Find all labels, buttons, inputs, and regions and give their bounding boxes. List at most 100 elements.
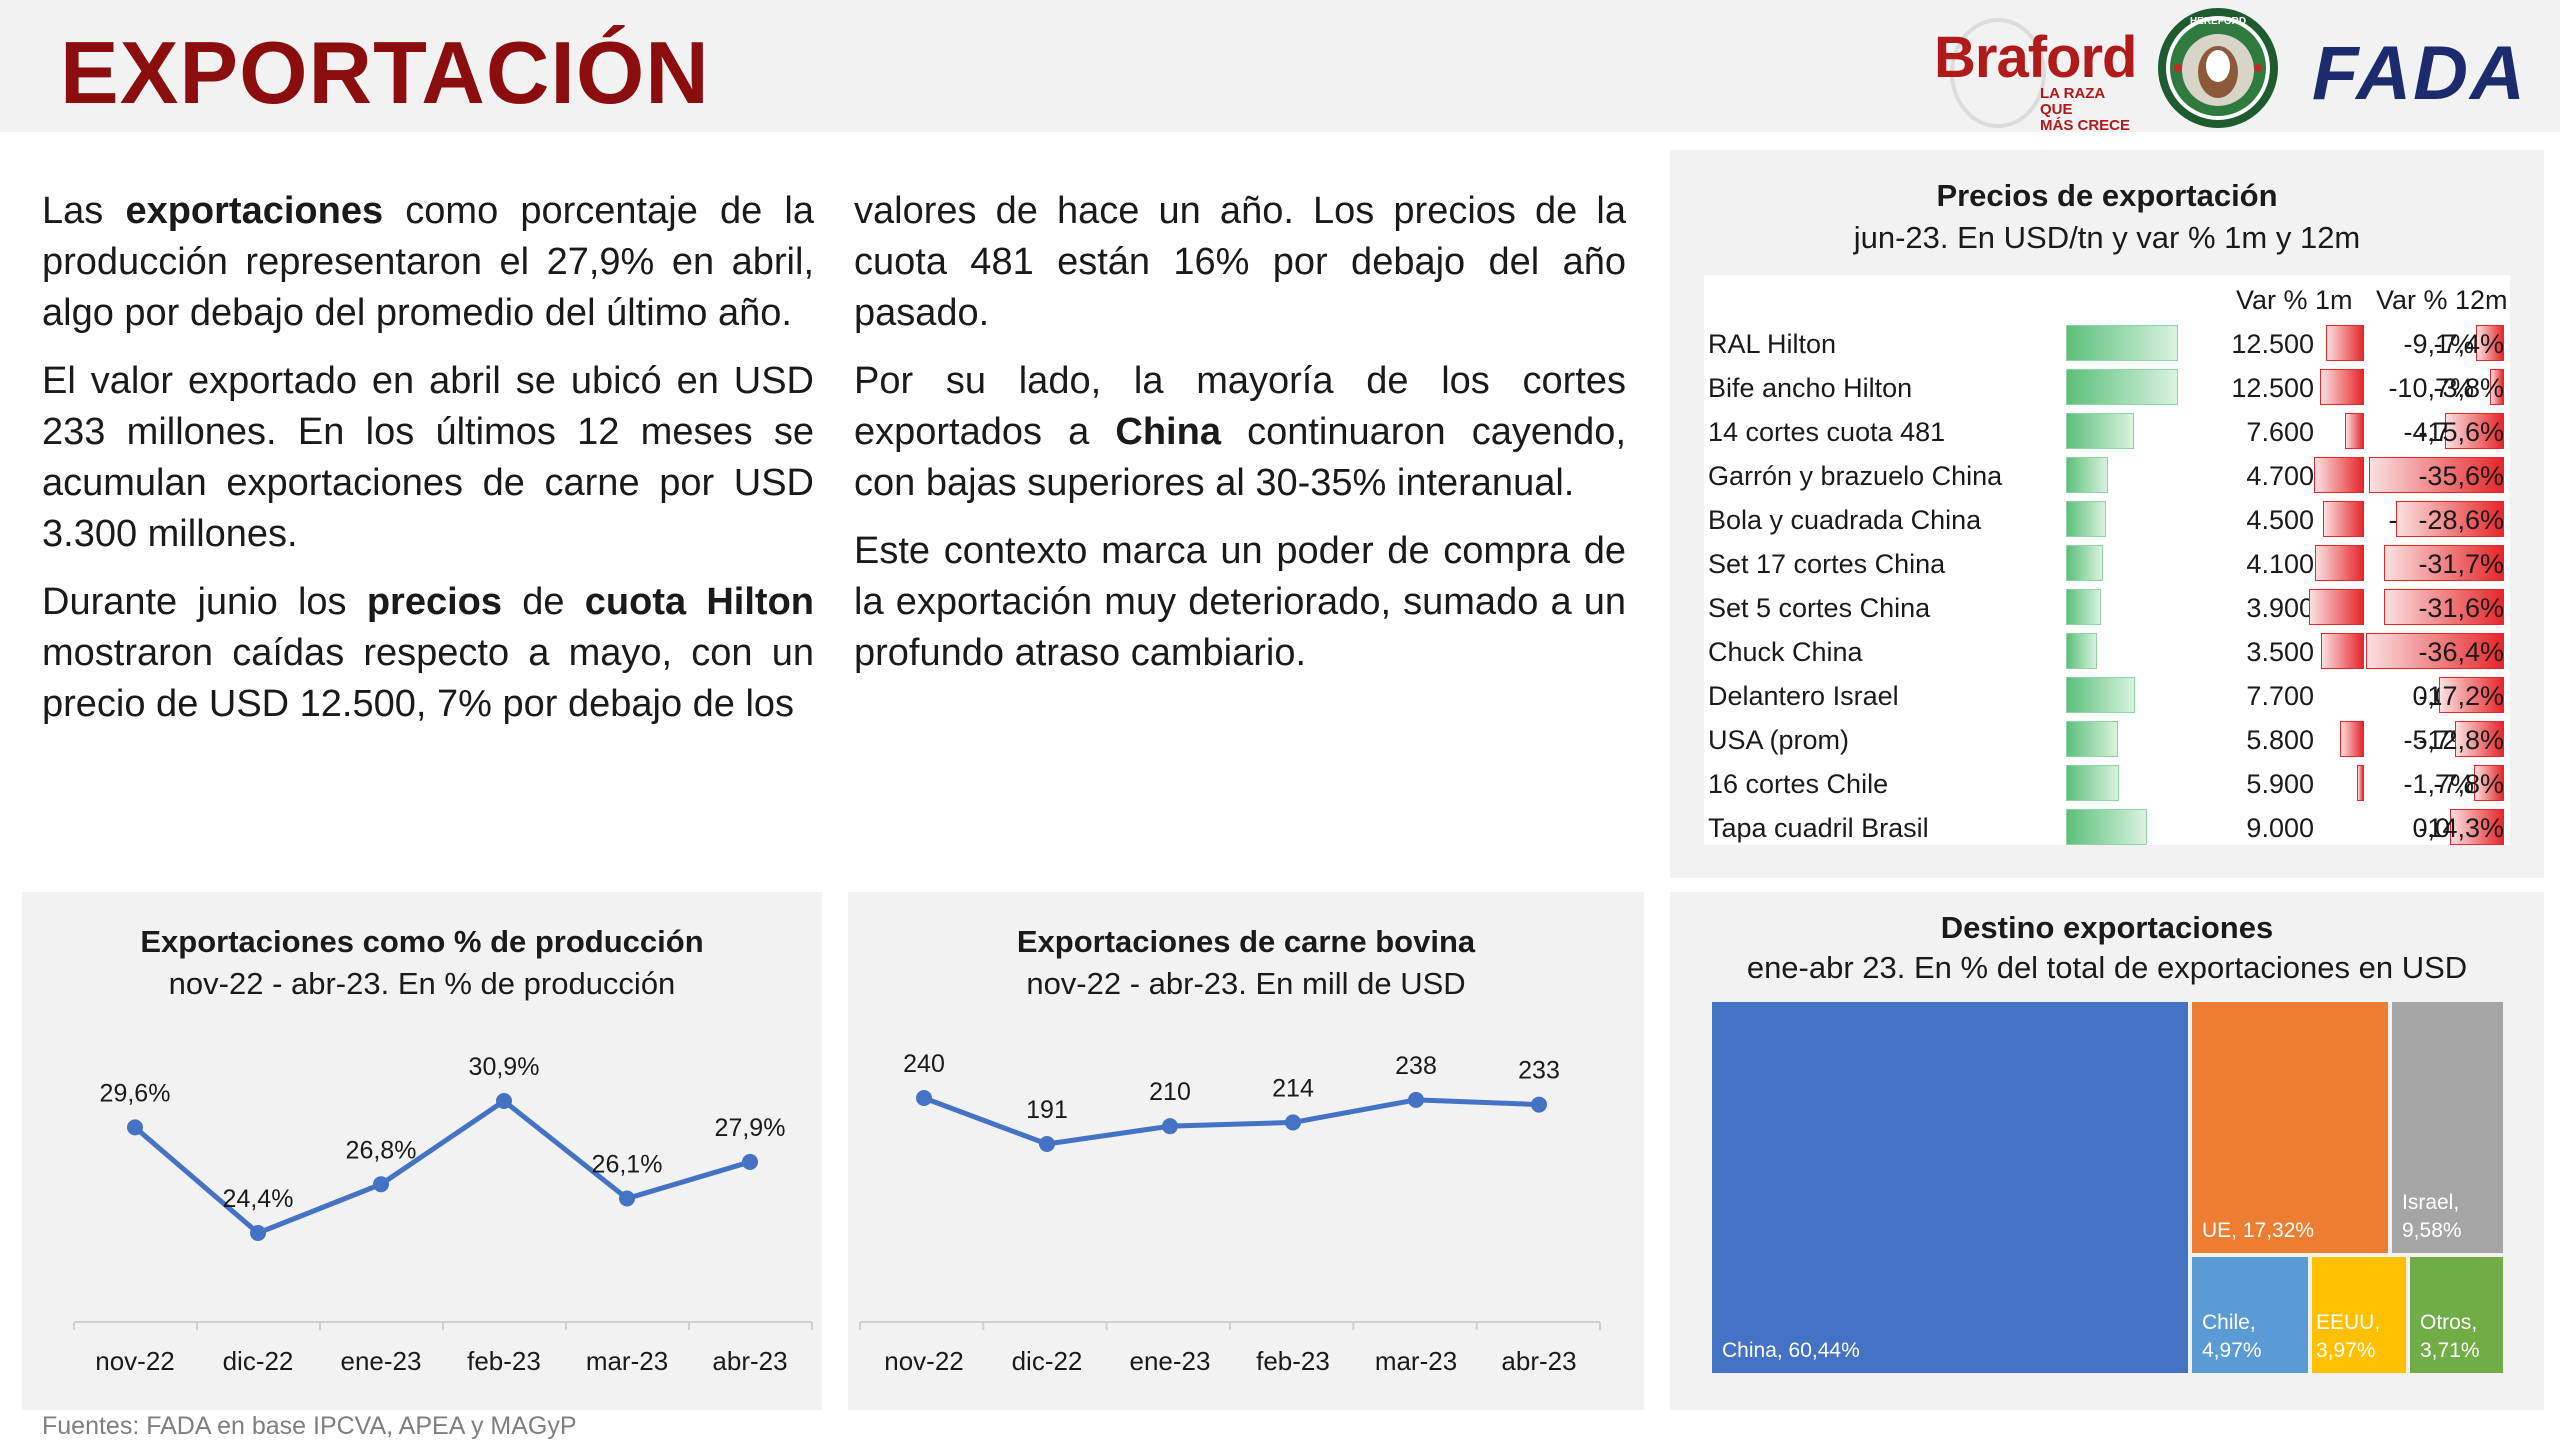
prices-title: Precios de exportación [1936,178,2278,213]
price-row-label: Set 17 cortes China [1708,549,1946,579]
chart-title: Exportaciones de carne bovina [1016,924,1476,959]
price-data-bar [2066,633,2097,669]
data-point [1531,1096,1547,1113]
var12m-value: -31,6% [2418,593,2504,623]
text-run: Las [42,190,126,232]
var1m-data-bar [2323,501,2364,537]
data-label: 24,4% [223,1185,294,1213]
var12m-value: -15,6% [2418,417,2504,447]
x-tick-label: ene-23 [1130,1346,1211,1376]
var12m-value: -17,2% [2418,681,2504,711]
line-chart-exports-usd: 240 nov-22 191 dic-22 210 ene-23 214 feb-23 238 m… [859,1050,1601,1376]
price-value: 3.900 [2246,593,2314,623]
price-data-bar [2066,721,2118,757]
price-row-label: Chuck China [1708,637,1863,667]
paragraph: Este contexto marca un poder de compra d… [854,530,1626,674]
x-tick-label: abr-23 [1501,1346,1576,1376]
price-row-label: 14 cortes cuota 481 [1708,417,1946,447]
var12m-data-bar [2476,325,2504,361]
data-point [1162,1118,1178,1135]
prices-subtitle: jun-23. En USD/tn y var % 1m y 12m [1853,220,2361,255]
x-tick-label: dic-22 [223,1346,294,1376]
text-run-bold: cuota Hilton [584,581,814,623]
var1m-data-bar [2314,457,2364,493]
var12m-value: -36,4% [2418,637,2504,667]
data-label: 27,9% [715,1114,786,1142]
braford-tagline: LA RAZA QUE MÁS CRECE [2040,86,2140,134]
tile-label: EEUU, 3,97% [2316,1309,2380,1365]
var12m-value: -3,8% [2433,373,2504,403]
data-point [496,1093,512,1109]
braford-ring-icon [1950,18,2046,128]
text-run-bold: precios [366,581,502,623]
price-value: 7.700 [2246,681,2314,711]
tile-label-name: Otros, [2420,1311,2478,1334]
var12m-value: -7,8% [2433,769,2504,799]
price-row: 14 cortes cuota 481 7.600 -4,7% -15,6% [1704,409,2510,453]
text-run: continuaron cayendo, con bajas superiore… [854,411,1627,504]
price-row-label: Tapa cuadril Brasil [1708,813,1929,843]
x-tick-label: mar-23 [586,1346,668,1376]
text-run: como porcentaje de la producción represe… [42,190,815,334]
x-tick-label: feb-23 [1256,1346,1330,1376]
prices-table: Var % 1m Var % 12m RAL Hilton 12.500 -9,1%… [1704,275,2510,845]
var1m-value: -1,7% [2403,769,2474,799]
data-label: 240 [903,1050,945,1078]
tile-label-name: Chile, [2202,1311,2256,1334]
data-point [250,1225,266,1241]
price-row-label: Delantero Israel [1708,681,1899,711]
braford-logo: Braford LA RAZA QUE MÁS CRECE [1930,18,2140,134]
var12m-data-bar [2369,457,2504,493]
chart-panel-exports-usd: Exportaciones de carne bovina nov-22 - a… [848,892,1644,1410]
price-row-label: Bola y cuadrada China [1708,505,1982,535]
var12m-data-bar [2396,501,2504,537]
chart-subtitle: nov-22 - abr-23. En mill de USD [1026,966,1466,1001]
chart-subtitle: ene-abr 23. En % del total de exportacio… [1746,950,2468,985]
var12m-data-bar [2439,677,2504,713]
text-run-bold: exportaciones [125,190,384,232]
treemap-destinations: China, 60,44% UE, 17,32% Israel, 9,58% Ch… [1710,1000,2505,1375]
tile-label-name: Israel, [2402,1191,2460,1214]
column-header-var12m: Var % 12m [2376,285,2508,315]
tile-label: Chile, 4,97% [2202,1309,2262,1365]
tile-label-value: 4,97% [2202,1339,2262,1362]
data-label: 26,8% [346,1136,417,1164]
var1m-value: -10,7% [2388,373,2474,403]
var12m-data-bar [2445,413,2504,449]
sources-footer: Fuentes: FADA en base IPCVA, APEA y MAGy… [42,1412,577,1440]
data-point [373,1176,389,1193]
price-value: 3.500 [2246,637,2314,667]
price-value: 5.800 [2246,725,2314,755]
data-point [1039,1136,1055,1152]
x-tick-label: ene-23 [341,1346,422,1376]
price-data-bar [2066,765,2119,801]
text-run: mostraron caídas respecto a mayo, con un… [42,632,814,725]
price-data-bar [2066,457,2108,493]
x-tick-label: nov-22 [95,1346,175,1376]
price-data-bar [2066,589,2101,625]
var12m-data-bar [2384,589,2504,625]
price-data-bar [2066,677,2135,713]
body-column-right: valores de hace un año. Los precios de l… [854,186,1626,696]
text-run: Por su lado, la mayoría de los cortes ex… [854,360,1626,453]
price-row-label: RAL Hilton [1708,329,1837,359]
braford-tagline-1: LA RAZA QUE [2040,85,2105,118]
chart-title: Exportaciones como % de producción [140,924,704,959]
data-point [1408,1091,1424,1108]
treemap-tile-israel: Israel, 9,58% [2390,1000,2505,1255]
data-label: 191 [1026,1096,1068,1124]
tile-label-name: EEUU, [2316,1311,2381,1334]
price-row-label: Garrón y brazuelo China [1708,461,2003,491]
x-tick-label: feb-23 [467,1346,541,1376]
data-point [1285,1114,1301,1131]
price-value: 9.000 [2246,813,2314,843]
price-data-bar [2066,545,2103,581]
series-line [923,1095,1540,1147]
var1m-data-bar [2340,721,2364,757]
var1m-data-bar [2320,369,2364,405]
page-title: EXPORTACIÓN [60,23,710,122]
x-tick-label: nov-22 [884,1346,964,1376]
